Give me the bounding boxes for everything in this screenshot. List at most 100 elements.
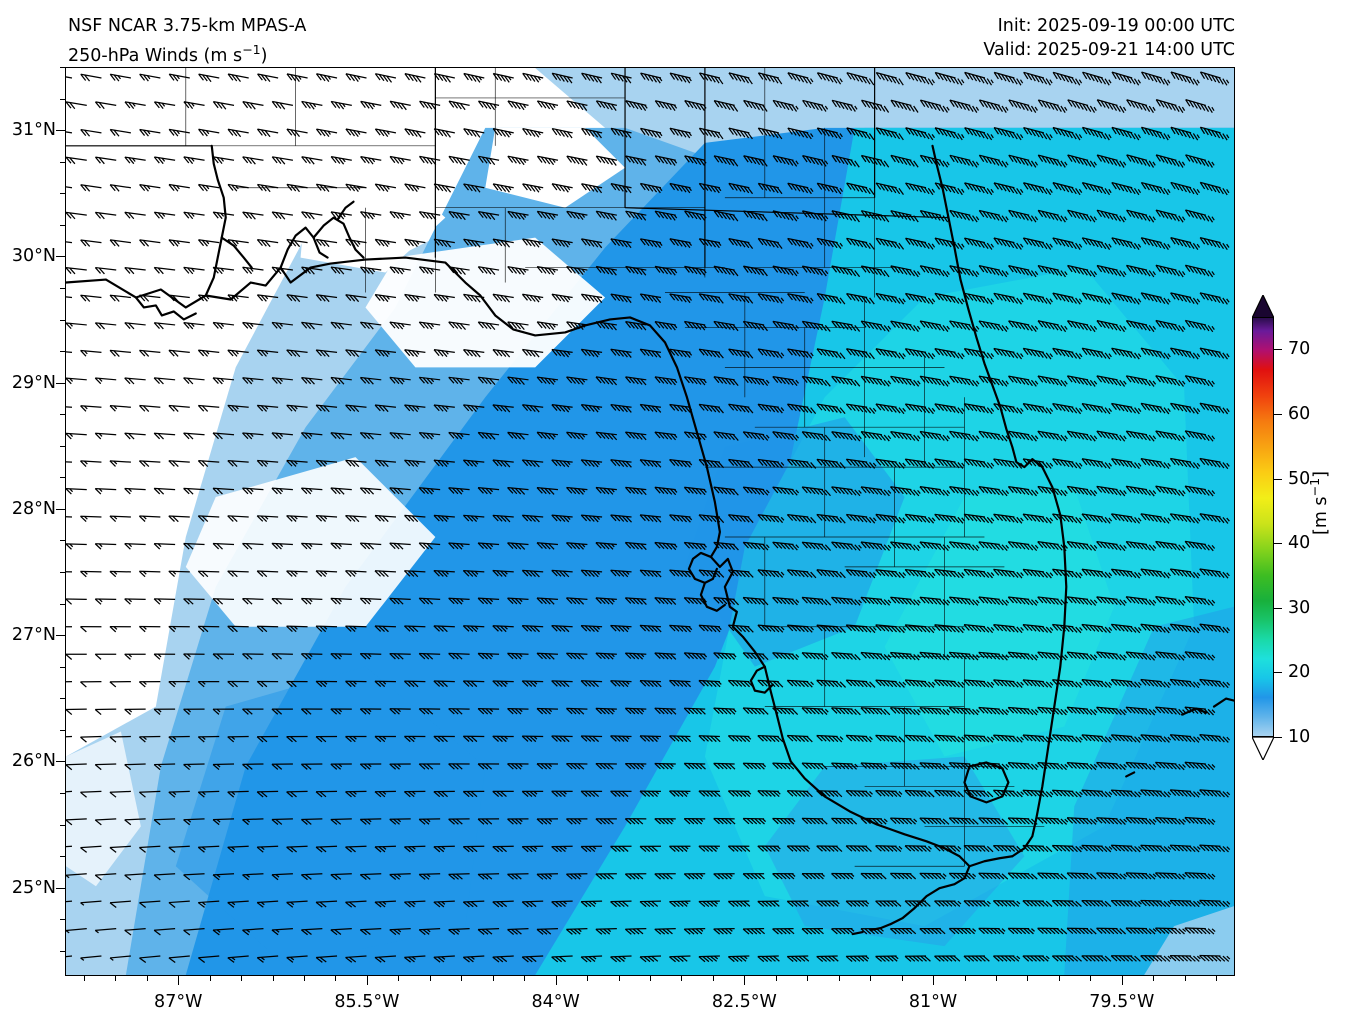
longitude-tick xyxy=(366,976,368,985)
wind-barb xyxy=(374,128,397,138)
latitude-minor-tick xyxy=(60,572,65,573)
wind-barb xyxy=(477,155,500,166)
wind-barb xyxy=(1067,99,1097,113)
wind-barb xyxy=(257,73,279,83)
wind-barb xyxy=(639,182,663,194)
wind-barb xyxy=(521,293,544,303)
longitude-minor-tick xyxy=(650,976,651,981)
wind-barb xyxy=(669,293,693,304)
wind-barb xyxy=(890,99,919,113)
wind-barb xyxy=(1140,181,1171,196)
longitude-minor-tick xyxy=(807,976,809,981)
wind-barb xyxy=(610,72,632,84)
wind-barb xyxy=(168,128,190,137)
wind-barb xyxy=(66,131,73,134)
wind-barb xyxy=(183,101,205,109)
wind-barb xyxy=(580,293,603,304)
wind-barb xyxy=(978,320,1009,333)
wind-barb xyxy=(139,73,161,82)
wind-barb xyxy=(625,100,648,111)
wind-barb xyxy=(448,100,470,111)
wind-barb xyxy=(1037,264,1068,278)
latitude-minor-tick xyxy=(60,224,65,226)
wind-barb xyxy=(654,210,678,221)
field-title: 250-hPa Winds (m s−1) xyxy=(68,38,306,68)
colorbar-tick xyxy=(1274,543,1282,545)
wind-barb xyxy=(360,100,382,110)
wind-barb xyxy=(787,293,814,304)
wind-barb xyxy=(1170,237,1201,250)
wind-barb xyxy=(183,266,205,275)
wind-barb xyxy=(551,293,573,303)
wind-barb xyxy=(949,99,980,113)
wind-barb xyxy=(934,71,965,86)
wind-barb xyxy=(846,182,875,195)
wind-barb xyxy=(1141,71,1171,86)
wind-barb xyxy=(787,237,814,249)
wind-barb xyxy=(66,241,73,244)
wind-barb xyxy=(654,155,678,166)
map-plot-area[interactable] xyxy=(65,67,1235,976)
wind-barb xyxy=(640,72,663,84)
wind-barb xyxy=(404,238,426,248)
wind-barb xyxy=(80,184,102,192)
wind-barb xyxy=(242,266,264,275)
wind-barb xyxy=(963,237,995,250)
wind-barb xyxy=(1082,71,1112,86)
wind-barb xyxy=(536,100,559,111)
wind-barb xyxy=(389,155,411,165)
wind-barb xyxy=(492,183,514,193)
wind-barb xyxy=(66,101,87,110)
wind-barb xyxy=(1155,154,1186,168)
wind-barb xyxy=(610,183,632,194)
wind-barb xyxy=(816,182,843,195)
init-time-label: Init: 2025-09-19 00:00 UTC xyxy=(997,16,1235,36)
longitude-minor-tick xyxy=(524,976,526,981)
colorbar-gradient-body[interactable] xyxy=(1252,317,1274,737)
wind-barb xyxy=(418,321,441,330)
wind-barb xyxy=(507,100,529,111)
latitude-minor-tick xyxy=(60,666,65,668)
wind-barb xyxy=(227,73,249,83)
wind-barb xyxy=(905,127,936,141)
wind-barb xyxy=(1140,237,1171,250)
wind-barb xyxy=(94,322,117,330)
wind-barb xyxy=(153,101,176,109)
latitude-minor-tick xyxy=(60,477,65,479)
wind-barb xyxy=(993,182,1024,196)
colorbar-tick xyxy=(1274,413,1282,415)
wind-barb xyxy=(477,266,500,276)
chart-header-right: Init: 2025-09-19 00:00 UTC Valid: 2025-0… xyxy=(983,14,1235,62)
wind-barb xyxy=(1096,264,1127,278)
wind-barb xyxy=(389,266,411,275)
wind-barb xyxy=(463,183,485,193)
wind-barb xyxy=(124,266,146,275)
wind-barb xyxy=(595,100,617,111)
wind-barb xyxy=(1067,264,1098,278)
wind-barb xyxy=(1126,99,1156,114)
wind-barb xyxy=(197,183,220,192)
wind-barb xyxy=(463,72,485,83)
wind-barb xyxy=(787,182,814,195)
latitude-minor-tick xyxy=(60,319,65,321)
latitude-tick xyxy=(56,761,65,763)
wind-barb xyxy=(698,182,722,194)
wind-barb xyxy=(1111,71,1141,86)
wind-barb xyxy=(846,292,875,305)
wind-barb xyxy=(139,184,161,192)
wind-barb xyxy=(919,265,950,278)
wind-barb xyxy=(183,322,205,330)
colorbar-under-arrow xyxy=(1252,737,1274,760)
wind-barb xyxy=(522,183,544,193)
wind-barb xyxy=(330,100,352,110)
wind-barb xyxy=(448,155,470,166)
longitude-minor-tick xyxy=(304,976,306,981)
wind-barb xyxy=(168,183,190,192)
colorbar-tick-label: 10 xyxy=(1288,727,1311,747)
wind-barb xyxy=(934,127,965,141)
wind-barb xyxy=(522,72,544,83)
wind-barb xyxy=(1022,292,1053,305)
wind-barb xyxy=(404,72,426,83)
wind-barb xyxy=(198,73,220,83)
longitude-minor-tick xyxy=(870,976,872,981)
